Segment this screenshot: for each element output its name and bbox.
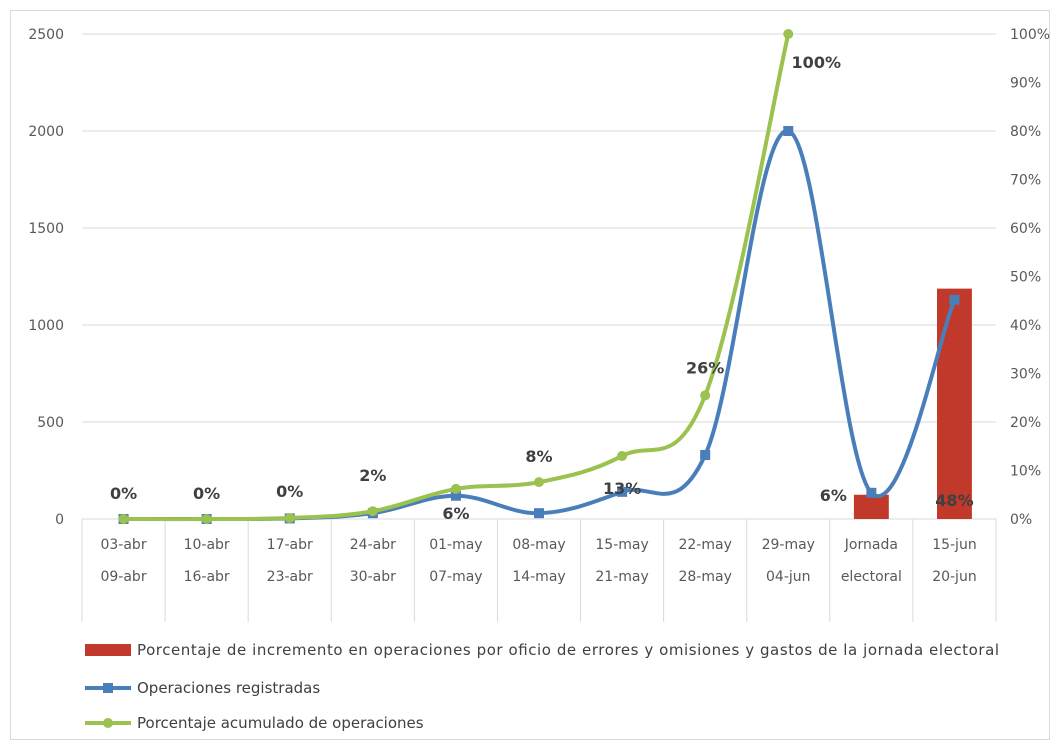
point-acumulado	[450, 483, 461, 494]
data-label: 26%	[686, 358, 724, 377]
data-label: 6%	[820, 486, 847, 505]
data-label: 48%	[935, 491, 973, 510]
y-left-tick-label: 500	[37, 415, 64, 431]
x-category-label: 03-abr	[100, 537, 146, 553]
data-label: 6%	[442, 504, 469, 523]
data-label: 0%	[276, 482, 303, 501]
data-label: 0%	[193, 484, 220, 503]
point-operaciones	[700, 449, 711, 460]
x-category-label: 22-may	[678, 537, 731, 553]
y-right-tick-label: 50%	[1010, 270, 1041, 286]
point-acumulado	[783, 29, 794, 39]
x-category-label: 15-jun	[932, 537, 977, 553]
point-operaciones	[617, 486, 628, 497]
y-right-tick-label: 30%	[1010, 367, 1041, 383]
x-category-label: 24-abr	[350, 537, 396, 553]
x-category-label: electoral	[841, 569, 902, 585]
bar	[853, 494, 889, 519]
x-category-label: 10-abr	[184, 537, 230, 553]
x-category-label: 23-abr	[267, 569, 313, 585]
legend-label: Porcentaje acumulado de operaciones	[137, 714, 424, 732]
point-operaciones	[450, 490, 461, 501]
legend-marker-operaciones	[103, 683, 113, 693]
x-category-label: 30-abr	[350, 569, 396, 585]
legend-swatch-bar	[85, 644, 131, 656]
chart-frame	[10, 10, 1050, 740]
y-right-tick-label: 60%	[1010, 221, 1041, 237]
legend-label: Operaciones registradas	[137, 679, 320, 697]
y-right-tick-label: 100%	[1010, 27, 1050, 43]
legend-marker-acumulado	[103, 718, 113, 728]
y-right-tick-label: 10%	[1010, 464, 1041, 480]
point-acumulado	[367, 506, 378, 517]
y-left-tick-label: 2500	[28, 27, 64, 43]
x-category-label: 14-may	[512, 569, 565, 585]
x-category-label: 20-jun	[932, 569, 977, 585]
legend-label: Porcentaje de incremento en operaciones …	[137, 641, 999, 659]
y-right-tick-label: 70%	[1010, 173, 1041, 189]
point-acumulado	[534, 477, 544, 488]
data-label: 13%	[603, 479, 641, 498]
x-category-label: 04-jun	[766, 569, 811, 585]
x-category-label: 09-abr	[100, 569, 146, 585]
x-category-label: 21-may	[595, 569, 648, 585]
point-acumulado	[617, 450, 628, 461]
bar	[937, 288, 972, 519]
point-acumulado	[284, 513, 295, 524]
y-right-tick-label: 20%	[1010, 415, 1041, 431]
y-right-tick-label: 90%	[1010, 76, 1041, 92]
x-category-label: 28-may	[678, 569, 731, 585]
point-acumulado	[201, 514, 212, 524]
x-category-label: 07-may	[429, 569, 482, 585]
y-right-tick-label: 80%	[1010, 124, 1041, 140]
point-operaciones	[783, 126, 794, 136]
y-left-tick-label: 1000	[28, 318, 64, 334]
point-acumulado	[118, 514, 129, 524]
x-category-label: 16-abr	[184, 569, 230, 585]
x-category-label: 15-may	[595, 537, 648, 553]
data-label: 0%	[110, 484, 137, 503]
series-line-acumulado	[123, 33, 791, 522]
y-right-tick-label: 0%	[1010, 512, 1032, 528]
x-category-label: Jornada	[844, 537, 898, 553]
data-label: 2%	[359, 466, 386, 485]
y-left-tick-label: 1500	[28, 221, 64, 237]
point-operaciones	[949, 294, 960, 305]
data-label: 100%	[792, 53, 841, 72]
x-category-label: 01-may	[429, 537, 482, 553]
point-operaciones	[866, 487, 877, 498]
y-right-tick-label: 40%	[1010, 318, 1041, 334]
y-left-tick-label: 0	[55, 512, 64, 528]
data-label: 8%	[525, 447, 552, 466]
x-category-label: 17-abr	[267, 537, 313, 553]
x-category-label: 29-may	[762, 537, 815, 553]
point-acumulado	[700, 390, 711, 401]
point-operaciones	[534, 508, 544, 519]
y-left-tick-label: 2000	[28, 124, 64, 140]
x-category-label: 08-may	[512, 537, 565, 553]
